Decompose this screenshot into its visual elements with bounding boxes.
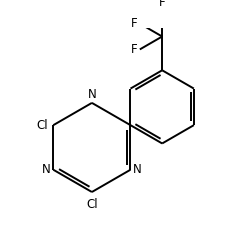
Text: N: N xyxy=(87,88,96,101)
Text: N: N xyxy=(42,163,51,176)
Text: F: F xyxy=(131,17,137,30)
Text: Cl: Cl xyxy=(36,119,47,132)
Text: F: F xyxy=(131,43,137,56)
Text: N: N xyxy=(132,163,141,176)
Text: Cl: Cl xyxy=(86,198,97,211)
Text: F: F xyxy=(158,0,165,9)
